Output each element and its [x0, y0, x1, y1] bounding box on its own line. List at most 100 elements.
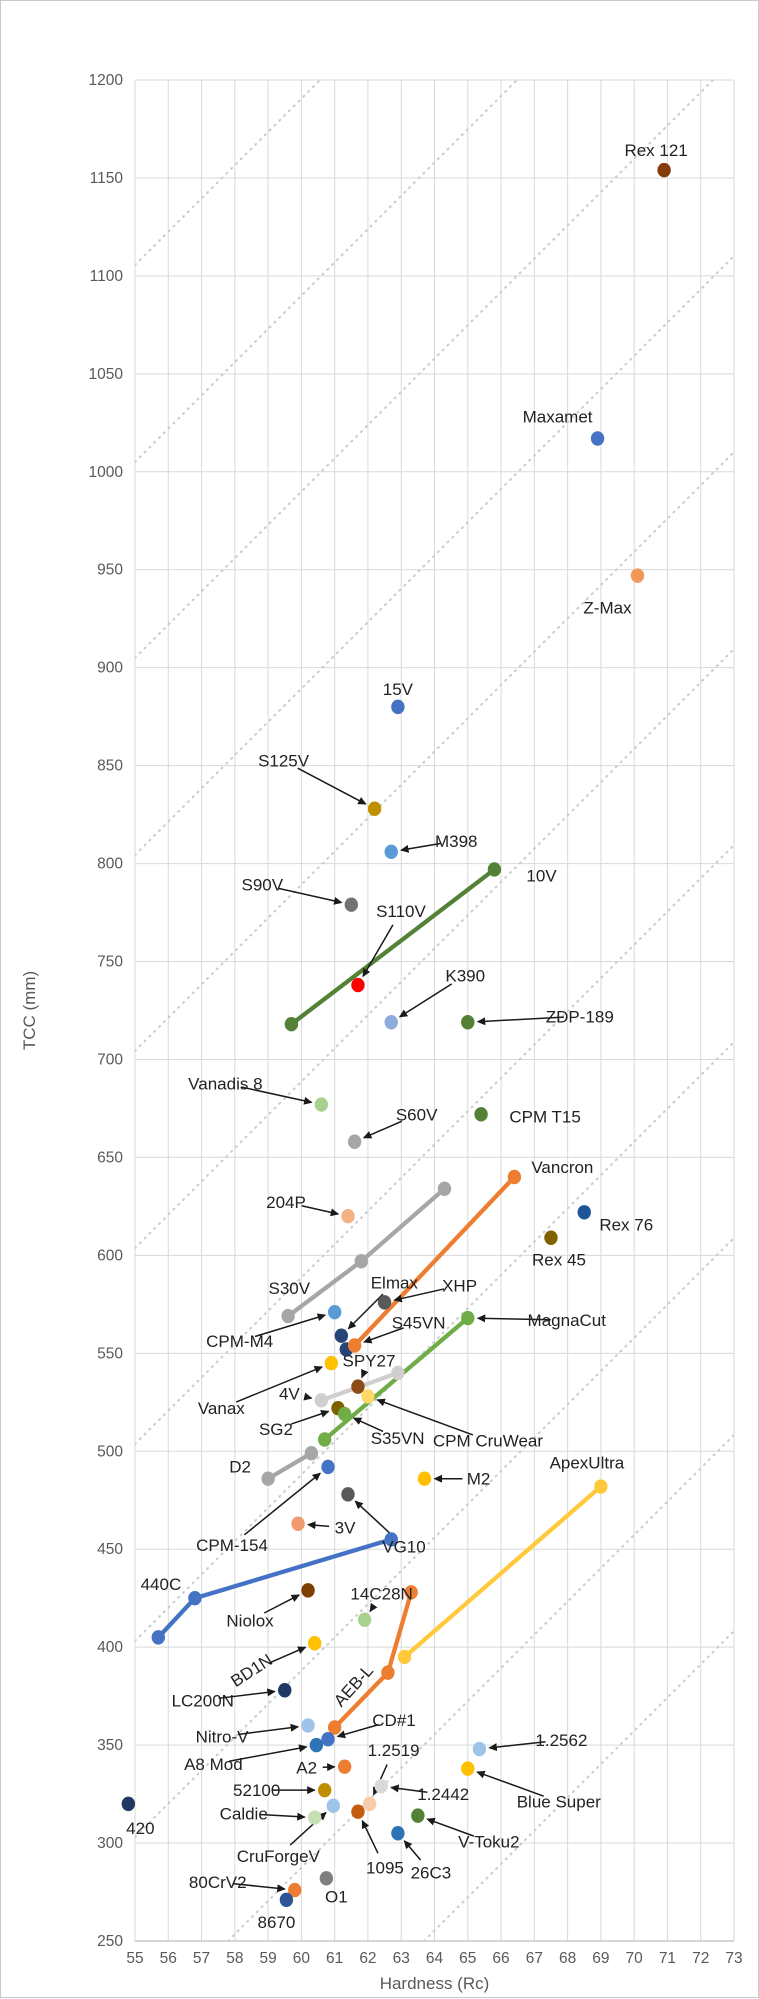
point-unlabeled-10[interactable] [285, 1017, 298, 1031]
label-SG2: SG2 [259, 1420, 293, 1439]
point-unlabeled-34[interactable] [318, 1432, 331, 1446]
x-tick-65: 65 [459, 1950, 476, 1967]
leader-arrow-S90V [278, 888, 342, 902]
point-CPM-154[interactable] [321, 1460, 334, 1474]
point-unlabeled-70[interactable] [398, 1650, 411, 1664]
point-CPM-T15[interactable] [474, 1107, 487, 1121]
point-Vanadis-8[interactable] [315, 1097, 328, 1111]
label-Maxamet: Maxamet [523, 407, 593, 426]
point-Vanax[interactable] [325, 1356, 338, 1370]
point-Maxamet[interactable] [591, 431, 604, 445]
point-S125V[interactable] [368, 802, 381, 816]
label-CPM-154: CPM-154 [196, 1536, 268, 1555]
diagonal-guide-1 [135, 80, 320, 265]
label-204P: 204P [266, 1193, 306, 1212]
point-S60V[interactable] [348, 1135, 361, 1149]
point-26C3[interactable] [391, 1826, 404, 1840]
point-Niolox[interactable] [301, 1583, 314, 1597]
point-unlabeled-51[interactable] [381, 1665, 394, 1679]
point-V-Toku2[interactable] [411, 1808, 424, 1822]
label-52100: 52100 [233, 1781, 280, 1800]
label-1.2442: 1.2442 [417, 1785, 469, 1804]
label-440C: 440C [141, 1575, 182, 1594]
label-LC200N: LC200N [172, 1691, 234, 1710]
label-Blue-Super: Blue Super [517, 1793, 601, 1812]
point-Z-Max[interactable] [631, 568, 644, 582]
point-M2[interactable] [418, 1471, 431, 1485]
point-unlabeled-29[interactable] [315, 1393, 328, 1407]
point-A8-Mod[interactable] [310, 1738, 323, 1752]
point-unlabeled-35[interactable] [461, 1311, 474, 1325]
series-line-D2[interactable] [268, 1453, 311, 1478]
point-LC200N[interactable] [278, 1683, 291, 1697]
label-8670: 8670 [257, 1913, 295, 1932]
point-unlabeled-20[interactable] [355, 1254, 368, 1268]
point-VG10[interactable] [341, 1487, 354, 1501]
point-unlabeled-43[interactable] [188, 1591, 201, 1605]
point-15V[interactable] [391, 700, 404, 714]
label-Nitro-V: Nitro-V [196, 1728, 250, 1747]
point-unlabeled-15[interactable] [508, 1170, 521, 1184]
point-Rex-45[interactable] [544, 1231, 557, 1245]
point-K390[interactable] [385, 1015, 398, 1029]
x-tick-62: 62 [359, 1950, 376, 1967]
label-CPM-CruWear: CPM CruWear [433, 1431, 544, 1450]
point-1.2562[interactable] [473, 1742, 486, 1756]
point-BD1N[interactable] [308, 1636, 321, 1650]
point-CruForgeV[interactable] [327, 1799, 340, 1813]
leader-arrow-1095 [362, 1821, 378, 1854]
point-M398[interactable] [385, 845, 398, 859]
point-CD#1[interactable] [321, 1732, 334, 1746]
point-XHP[interactable] [378, 1295, 391, 1309]
point-S110V[interactable] [351, 978, 364, 992]
point-unlabeled-21[interactable] [438, 1182, 451, 1196]
point-unlabeled-19[interactable] [281, 1309, 294, 1323]
point-SPY27[interactable] [351, 1379, 364, 1393]
point-14C28N[interactable] [358, 1613, 371, 1627]
point-1095[interactable] [351, 1805, 364, 1819]
label-CruForgeV: CruForgeV [237, 1847, 321, 1866]
point-S90V[interactable] [345, 898, 358, 912]
point-S35VN[interactable] [338, 1407, 351, 1421]
point-1.2442[interactable] [375, 1779, 388, 1793]
y-tick-350: 350 [97, 1737, 123, 1754]
point-A2[interactable] [338, 1759, 351, 1773]
point-unlabeled-71[interactable] [594, 1479, 607, 1493]
point-420[interactable] [122, 1797, 135, 1811]
x-tick-60: 60 [293, 1950, 311, 1967]
point-Rex-76[interactable] [578, 1205, 591, 1219]
point-CPM-M4[interactable] [328, 1305, 341, 1319]
point-CPM-CruWear[interactable] [361, 1389, 374, 1403]
label-Elmax: Elmax [371, 1274, 419, 1293]
x-tick-55: 55 [126, 1950, 143, 1967]
label-Rex-45: Rex 45 [532, 1251, 586, 1270]
point-S45VN[interactable] [348, 1338, 361, 1352]
point-Elmax[interactable] [335, 1328, 348, 1342]
label-AEB-L: AEB-L [330, 1661, 377, 1710]
label-Rex-121: Rex 121 [624, 141, 687, 160]
y-tick-600: 600 [97, 1247, 123, 1264]
label-D2: D2 [229, 1458, 251, 1477]
leader-arrow-CPM-154 [244, 1473, 320, 1535]
point-unlabeled-36[interactable] [261, 1471, 274, 1485]
point-unlabeled-11[interactable] [488, 862, 501, 876]
point-1.2519[interactable] [363, 1797, 376, 1811]
point-O1[interactable] [320, 1871, 333, 1885]
point-Rex-121[interactable] [657, 163, 670, 177]
point-204P[interactable] [341, 1209, 354, 1223]
x-tick-67: 67 [526, 1950, 543, 1967]
point-ZDP-189[interactable] [461, 1015, 474, 1029]
point-unlabeled-42[interactable] [152, 1630, 165, 1644]
point-Blue-Super[interactable] [461, 1761, 474, 1775]
y-tick-700: 700 [97, 1051, 123, 1068]
label-Rex-76: Rex 76 [599, 1215, 653, 1234]
point-Nitro-V[interactable] [301, 1718, 314, 1732]
series-line-10V[interactable] [291, 869, 494, 1024]
leader-arrow-14C28N [370, 1607, 373, 1611]
point-Caldie[interactable] [308, 1810, 321, 1824]
point-8670[interactable] [280, 1893, 293, 1907]
point-52100[interactable] [318, 1783, 331, 1797]
point-unlabeled-37[interactable] [305, 1446, 318, 1460]
leader-arrow-K390 [400, 984, 452, 1017]
point-3V[interactable] [291, 1517, 304, 1531]
